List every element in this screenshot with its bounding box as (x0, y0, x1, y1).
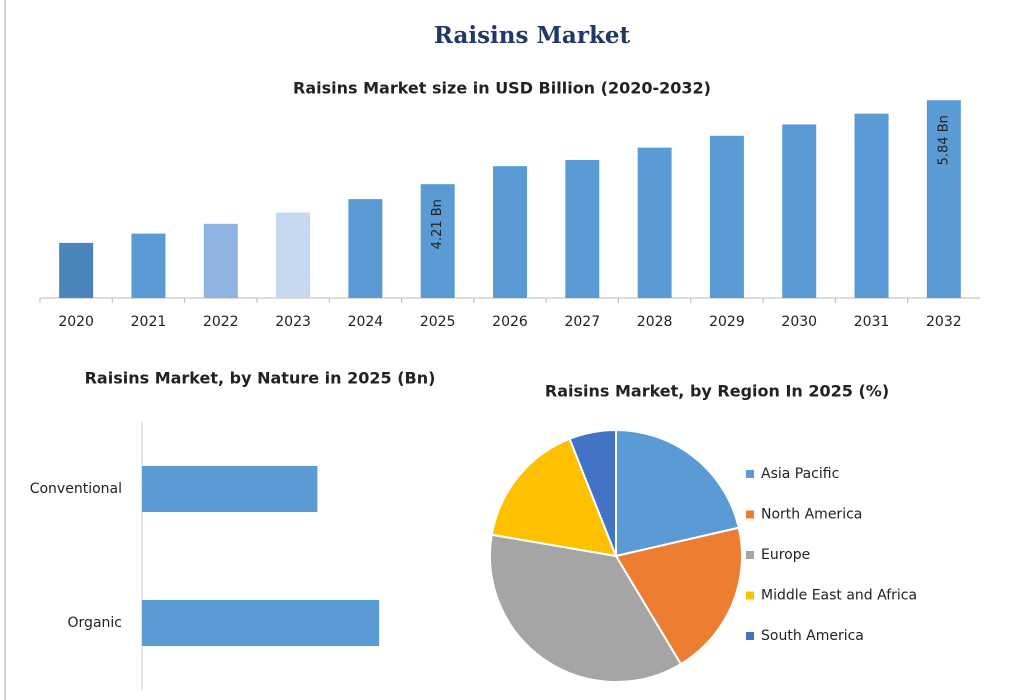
x-tick-label: 2028 (637, 314, 673, 330)
legend-label: Middle East and Africa (761, 588, 917, 604)
x-tick-label: 2032 (926, 314, 962, 330)
pie-slice (614, 526, 743, 666)
legend-swatch (746, 551, 754, 559)
x-tick-label: 2029 (709, 314, 745, 330)
x-tick-label: 2023 (275, 314, 311, 330)
x-tick-label: 2031 (854, 314, 890, 330)
bar (782, 124, 817, 298)
bar (142, 466, 318, 512)
pie-slice (490, 437, 618, 558)
value-label: 5.84 Bn (936, 115, 951, 165)
x-tick-label: 2026 (492, 314, 528, 330)
bar (142, 600, 380, 646)
bar (131, 233, 166, 298)
legend-swatch (746, 591, 754, 600)
chart-title: Raisins Market, by Region In 2025 (%) (545, 382, 889, 401)
bar (637, 147, 672, 298)
legend-swatch (746, 470, 754, 478)
value-label: 4.21 Bn (430, 199, 445, 249)
legend-label: North America (761, 507, 862, 523)
y-tick-label: Organic (68, 615, 122, 631)
legend-label: Asia Pacific (761, 466, 839, 482)
x-tick-label: 2030 (781, 314, 817, 330)
x-tick-label: 2020 (58, 314, 94, 330)
bar (276, 212, 311, 298)
x-tick-label: 2027 (564, 314, 600, 330)
bar (926, 100, 961, 299)
bar (348, 199, 383, 298)
bar (203, 223, 238, 298)
legend-swatch (746, 510, 754, 519)
chart-title: Raisins Market, by Nature in 2025 (Bn) (85, 369, 436, 388)
x-tick-label: 2021 (131, 314, 167, 330)
pie-slice (568, 428, 617, 557)
legend-label: Europe (761, 547, 810, 563)
bar (854, 113, 889, 298)
x-tick-label: 2024 (348, 314, 384, 330)
legend-swatch (746, 632, 754, 640)
pie-slice (615, 428, 740, 558)
legend-label: South America (761, 628, 864, 644)
bar (59, 242, 94, 298)
x-tick-label: 2022 (203, 314, 239, 330)
bar (420, 184, 455, 298)
main-title: Raisins Market (434, 22, 631, 49)
pie-slice (489, 533, 683, 683)
bar (709, 135, 744, 298)
y-tick-label: Conventional (30, 481, 122, 497)
bar (565, 159, 600, 298)
chart-title: Raisins Market size in USD Billion (2020… (293, 79, 711, 98)
x-tick-label: 2025 (420, 314, 456, 330)
bar (493, 166, 527, 298)
